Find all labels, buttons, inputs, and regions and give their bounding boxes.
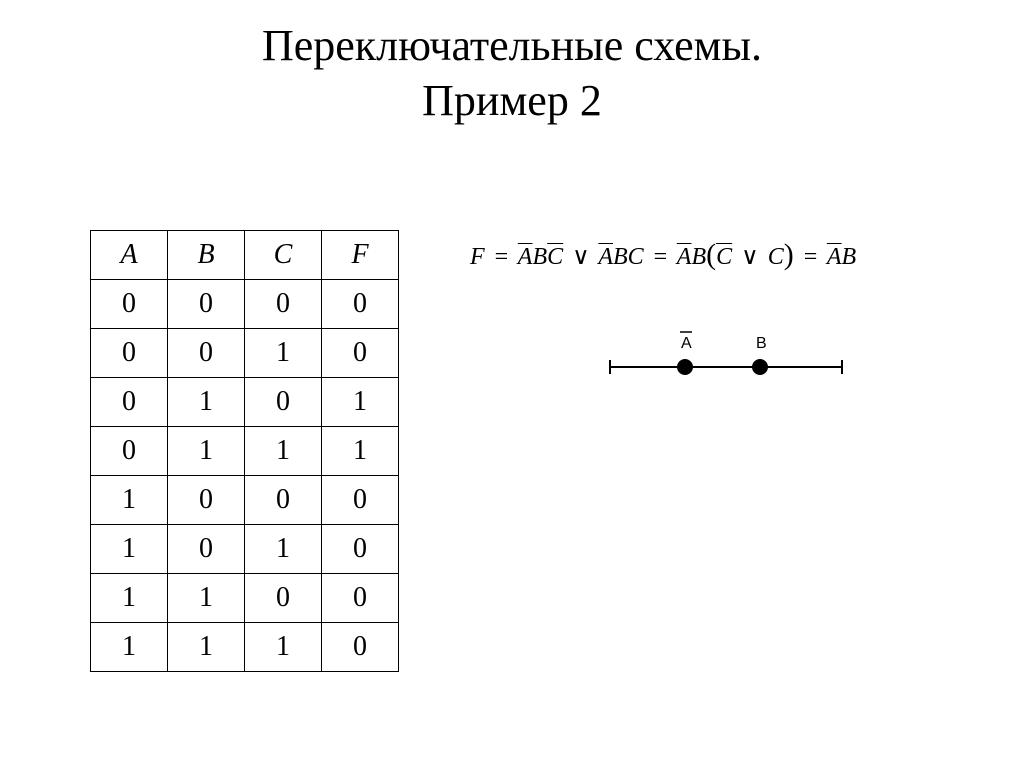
formula-notC2: C xyxy=(716,244,732,270)
diagram-label-B: B xyxy=(756,335,767,352)
table-row: 1 0 0 0 xyxy=(91,476,399,525)
table-row: 1 0 1 0 xyxy=(91,525,399,574)
slide-title: Переключательные схемы. Пример 2 xyxy=(0,0,1024,128)
table-row: 0 1 1 1 xyxy=(91,427,399,476)
formula-eq3: = xyxy=(800,244,822,270)
formula-B2: B xyxy=(613,244,628,270)
right-panel: F = ABC ∨ ABC = AB(C ∨ C) = AB xyxy=(470,238,990,397)
formula-C2: C xyxy=(628,244,644,270)
formula-notA4: A xyxy=(827,244,842,270)
formula-or2: ∨ xyxy=(738,244,762,270)
col-A: A xyxy=(91,231,168,280)
formula-B4: B xyxy=(842,244,857,270)
col-B: B xyxy=(168,231,245,280)
formula-notA3: A xyxy=(677,244,692,270)
formula-C3: C xyxy=(768,244,784,270)
formula-B: B xyxy=(532,244,547,270)
table-body: 0 0 0 0 0 0 1 0 0 1 0 1 0 xyxy=(91,280,399,672)
diagram-label-A: A xyxy=(681,335,692,352)
truth-table: A B C F 0 0 0 0 0 0 1 0 xyxy=(90,230,399,672)
table-header-row: A B C F xyxy=(91,231,399,280)
table-row: 0 0 1 0 xyxy=(91,329,399,378)
diagram-node-B xyxy=(752,359,768,375)
title-line-1: Переключательные схемы. xyxy=(262,21,762,70)
title-line-2: Пример 2 xyxy=(422,76,602,125)
formula-rp: ) xyxy=(784,238,794,271)
table-row: 0 0 0 0 xyxy=(91,280,399,329)
formula-lp: ( xyxy=(706,238,716,271)
col-C: C xyxy=(245,231,322,280)
table-row: 1 1 1 0 xyxy=(91,623,399,672)
formula-B3: B xyxy=(691,244,706,270)
formula-notA: A xyxy=(518,244,533,270)
formula-eq: = xyxy=(491,244,513,270)
switch-diagram: A B xyxy=(590,322,990,397)
formula-eq2: = xyxy=(650,244,672,270)
formula-notC: C xyxy=(547,244,563,270)
col-F: F xyxy=(322,231,399,280)
table-row: 1 1 0 0 xyxy=(91,574,399,623)
diagram-node-A xyxy=(677,359,693,375)
slide: Переключательные схемы. Пример 2 A B C F… xyxy=(0,0,1024,767)
formula-F: F xyxy=(470,244,485,270)
boolean-formula: F = ABC ∨ ABC = AB(C ∨ C) = AB xyxy=(470,238,990,272)
formula-or: ∨ xyxy=(569,244,593,270)
formula-notA2: A xyxy=(598,244,613,270)
switch-diagram-svg: A B xyxy=(590,322,850,392)
table-row: 0 1 0 1 xyxy=(91,378,399,427)
